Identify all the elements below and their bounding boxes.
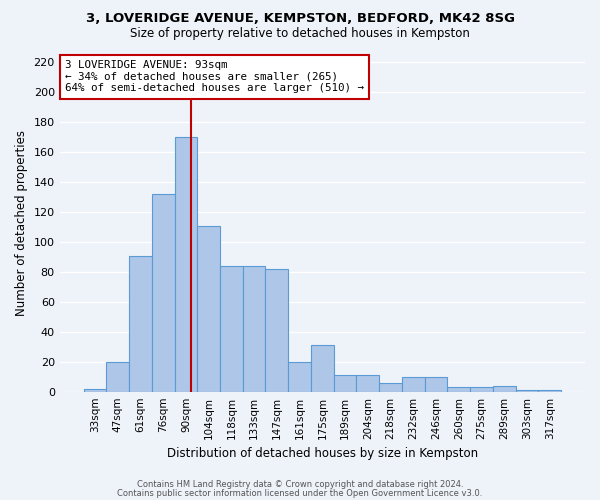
Y-axis label: Number of detached properties: Number of detached properties (15, 130, 28, 316)
Bar (83, 388, 106, 392)
Bar (493, 386, 515, 392)
Text: 3, LOVERIDGE AVENUE, KEMPSTON, BEDFORD, MK42 8SG: 3, LOVERIDGE AVENUE, KEMPSTON, BEDFORD, … (86, 12, 515, 26)
Text: Size of property relative to detached houses in Kempston: Size of property relative to detached ho… (130, 28, 470, 40)
Bar (129, 256, 152, 392)
Bar (197, 226, 220, 392)
Bar (288, 362, 311, 392)
Text: Contains HM Land Registry data © Crown copyright and database right 2024.: Contains HM Land Registry data © Crown c… (137, 480, 463, 489)
Bar (538, 390, 561, 392)
Bar (379, 382, 402, 392)
Bar (152, 194, 175, 392)
Bar (356, 375, 379, 392)
Bar (106, 362, 129, 392)
Bar (175, 138, 197, 392)
Bar (448, 387, 470, 392)
Text: 3 LOVERIDGE AVENUE: 93sqm
← 34% of detached houses are smaller (265)
64% of semi: 3 LOVERIDGE AVENUE: 93sqm ← 34% of detac… (65, 60, 364, 94)
Bar (334, 375, 356, 392)
Bar (220, 266, 243, 392)
Bar (311, 346, 334, 392)
X-axis label: Distribution of detached houses by size in Kempston: Distribution of detached houses by size … (167, 447, 478, 460)
Bar (425, 376, 448, 392)
Bar (515, 390, 538, 392)
Bar (265, 269, 288, 392)
Text: Contains public sector information licensed under the Open Government Licence v3: Contains public sector information licen… (118, 488, 482, 498)
Bar (402, 376, 425, 392)
Bar (243, 266, 265, 392)
Bar (470, 387, 493, 392)
